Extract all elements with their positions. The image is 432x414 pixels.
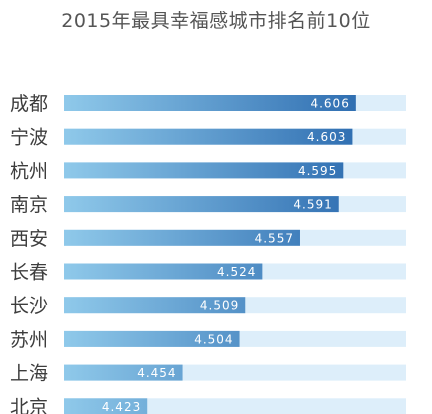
bar bbox=[64, 229, 300, 246]
value-label: 4.557 bbox=[255, 231, 294, 245]
category-label: 长沙 bbox=[10, 295, 48, 317]
value-label: 4.423 bbox=[102, 400, 141, 414]
value-label: 4.603 bbox=[307, 130, 346, 144]
value-label: 4.591 bbox=[293, 198, 332, 212]
category-label: 宁波 bbox=[10, 127, 48, 149]
bar bbox=[64, 162, 344, 179]
value-label: 4.524 bbox=[217, 265, 256, 279]
bar bbox=[64, 330, 240, 347]
category-label: 西安 bbox=[10, 228, 48, 250]
category-label: 上海 bbox=[10, 363, 48, 385]
bar bbox=[64, 398, 148, 414]
category-label: 杭州 bbox=[10, 160, 48, 182]
value-label: 4.595 bbox=[298, 164, 337, 178]
category-label: 苏州 bbox=[10, 329, 48, 351]
value-label: 4.504 bbox=[194, 332, 233, 346]
bar bbox=[64, 196, 339, 213]
bar bbox=[64, 95, 356, 111]
chart-title: 2015年最具幸福感城市排名前10位 bbox=[61, 10, 371, 32]
value-label: 4.509 bbox=[200, 299, 239, 313]
category-label: 南京 bbox=[10, 194, 48, 216]
bar-track bbox=[64, 398, 406, 414]
bar bbox=[64, 263, 263, 280]
category-label: 长春 bbox=[10, 262, 48, 284]
value-label: 4.606 bbox=[310, 97, 349, 111]
category-label: 成都 bbox=[10, 93, 48, 115]
category-label: 北京 bbox=[10, 396, 48, 414]
bar bbox=[64, 297, 246, 314]
bar bbox=[64, 128, 353, 145]
value-label: 4.454 bbox=[137, 366, 176, 380]
bar bbox=[64, 364, 183, 381]
